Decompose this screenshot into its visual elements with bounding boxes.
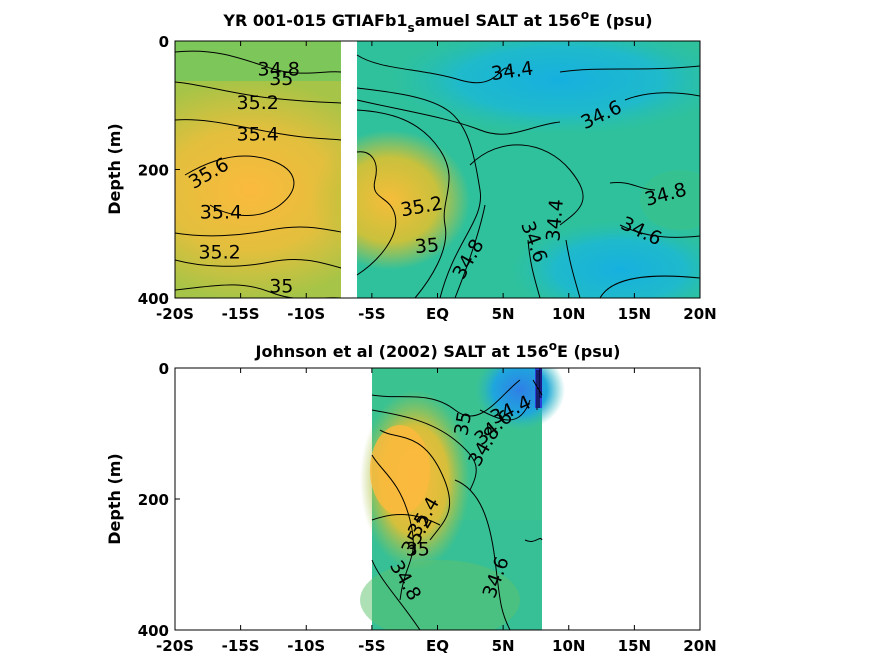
- contour-label: 35.4: [200, 202, 242, 224]
- x-tick-label: 15N: [618, 637, 651, 655]
- x-tick-label: 10N: [552, 305, 585, 323]
- x-tick-label: -5S: [358, 305, 385, 323]
- y-tick-label: 400: [138, 290, 169, 308]
- panel-2: Johnson et al (2002) SALT at 156oE (psu): [105, 339, 717, 655]
- panel-1-field: [175, 41, 700, 298]
- contour-label: 34.8: [258, 58, 300, 80]
- x-tick-label: 5N: [492, 305, 515, 323]
- panel-1-title: YR 001-015 GTIAFb1samuel SALT at 156oE (…: [222, 8, 652, 35]
- panel-1-y-ticks: 0 200 400: [138, 33, 180, 308]
- panel-1-ylabel: Depth (m): [105, 123, 124, 215]
- x-tick-label: -10S: [287, 305, 325, 323]
- x-tick-label: 5N: [492, 637, 515, 655]
- panel-2-contours: [371, 370, 543, 630]
- panel-2-ylabel: Depth (m): [105, 453, 124, 545]
- panel-2-y-ticks: 0 200 400: [138, 360, 180, 640]
- contour-label: 35.2: [198, 242, 240, 264]
- contour-label: 35: [450, 410, 476, 438]
- y-tick-label: 200: [138, 491, 169, 509]
- x-tick-label: -15S: [222, 637, 260, 655]
- y-tick-label: 0: [159, 33, 169, 51]
- contour-label: 35.4: [237, 123, 279, 145]
- panel-2-field: [360, 368, 565, 630]
- y-tick-label: 0: [159, 360, 169, 378]
- x-tick-label: 10N: [552, 637, 585, 655]
- x-tick-label: -15S: [222, 305, 260, 323]
- x-tick-label: 20N: [683, 305, 716, 323]
- x-tick-label: EQ: [426, 637, 449, 655]
- panel-1-contours: [175, 50, 700, 298]
- contour-label: 35: [269, 68, 293, 90]
- contour-label: 34.4: [542, 198, 568, 242]
- panel-2-title: Johnson et al (2002) SALT at 156oE (psu): [255, 339, 621, 361]
- contour-label: 35: [269, 276, 293, 298]
- x-tick-label: -20S: [156, 637, 194, 655]
- x-tick-label: EQ: [426, 305, 449, 323]
- y-tick-label: 200: [138, 162, 169, 180]
- x-tick-label: -10S: [287, 637, 325, 655]
- contour-label: 35: [414, 234, 440, 258]
- y-tick-label: 400: [138, 622, 169, 640]
- panel-1-x-ticks: -20S -15S -10S -5S EQ 5N 10N 15N 20N: [156, 41, 717, 323]
- x-tick-label: -5S: [358, 637, 385, 655]
- x-tick-label: 20N: [683, 637, 716, 655]
- contour-label: 35: [406, 539, 430, 561]
- panel-1: YR 001-015 GTIAFb1samuel SALT at 156oE (…: [105, 8, 717, 323]
- panel-2-x-ticks: -20S -15S -10S -5S EQ 5N 10N 15N 20N: [156, 368, 717, 655]
- contour-label: 35.2: [237, 92, 279, 114]
- x-tick-label: 15N: [618, 305, 651, 323]
- x-tick-label: -20S: [156, 305, 194, 323]
